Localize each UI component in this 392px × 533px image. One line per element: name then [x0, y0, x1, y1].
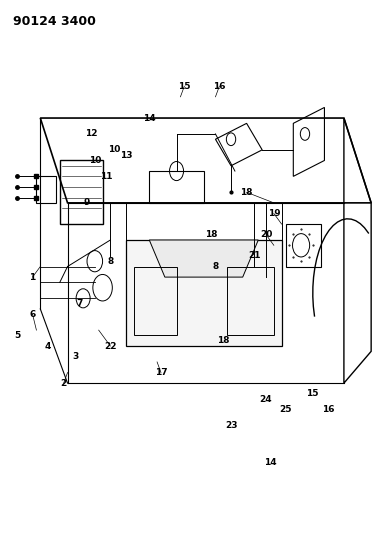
- Text: 13: 13: [120, 151, 132, 160]
- Text: 15: 15: [178, 82, 191, 91]
- Text: 18: 18: [240, 188, 253, 197]
- Text: 16: 16: [213, 82, 226, 91]
- Text: 20: 20: [260, 230, 272, 239]
- Text: 14: 14: [264, 458, 276, 467]
- Text: 22: 22: [104, 342, 117, 351]
- Text: 17: 17: [155, 368, 167, 377]
- Text: 90124 3400: 90124 3400: [13, 14, 96, 28]
- Text: 23: 23: [225, 421, 237, 430]
- Text: 15: 15: [307, 389, 319, 398]
- Text: 10: 10: [89, 156, 101, 165]
- Text: 3: 3: [72, 352, 78, 361]
- Text: 16: 16: [322, 405, 335, 414]
- Text: 19: 19: [267, 209, 280, 218]
- Text: 18: 18: [217, 336, 229, 345]
- Text: 9: 9: [84, 198, 90, 207]
- Text: 1: 1: [29, 272, 36, 281]
- Text: 11: 11: [100, 172, 113, 181]
- Text: 12: 12: [85, 130, 97, 139]
- Text: 24: 24: [260, 394, 272, 403]
- Text: 4: 4: [45, 342, 51, 351]
- Text: 5: 5: [14, 331, 20, 340]
- Text: 21: 21: [248, 252, 261, 261]
- Text: 8: 8: [212, 262, 219, 271]
- Text: 14: 14: [143, 114, 156, 123]
- Text: 8: 8: [107, 257, 114, 265]
- Polygon shape: [126, 240, 281, 346]
- Text: 2: 2: [60, 378, 67, 387]
- Text: 25: 25: [279, 405, 292, 414]
- Polygon shape: [149, 240, 258, 277]
- Text: 6: 6: [29, 310, 36, 319]
- Text: 7: 7: [76, 299, 82, 308]
- Text: 10: 10: [108, 146, 120, 155]
- Text: 18: 18: [205, 230, 218, 239]
